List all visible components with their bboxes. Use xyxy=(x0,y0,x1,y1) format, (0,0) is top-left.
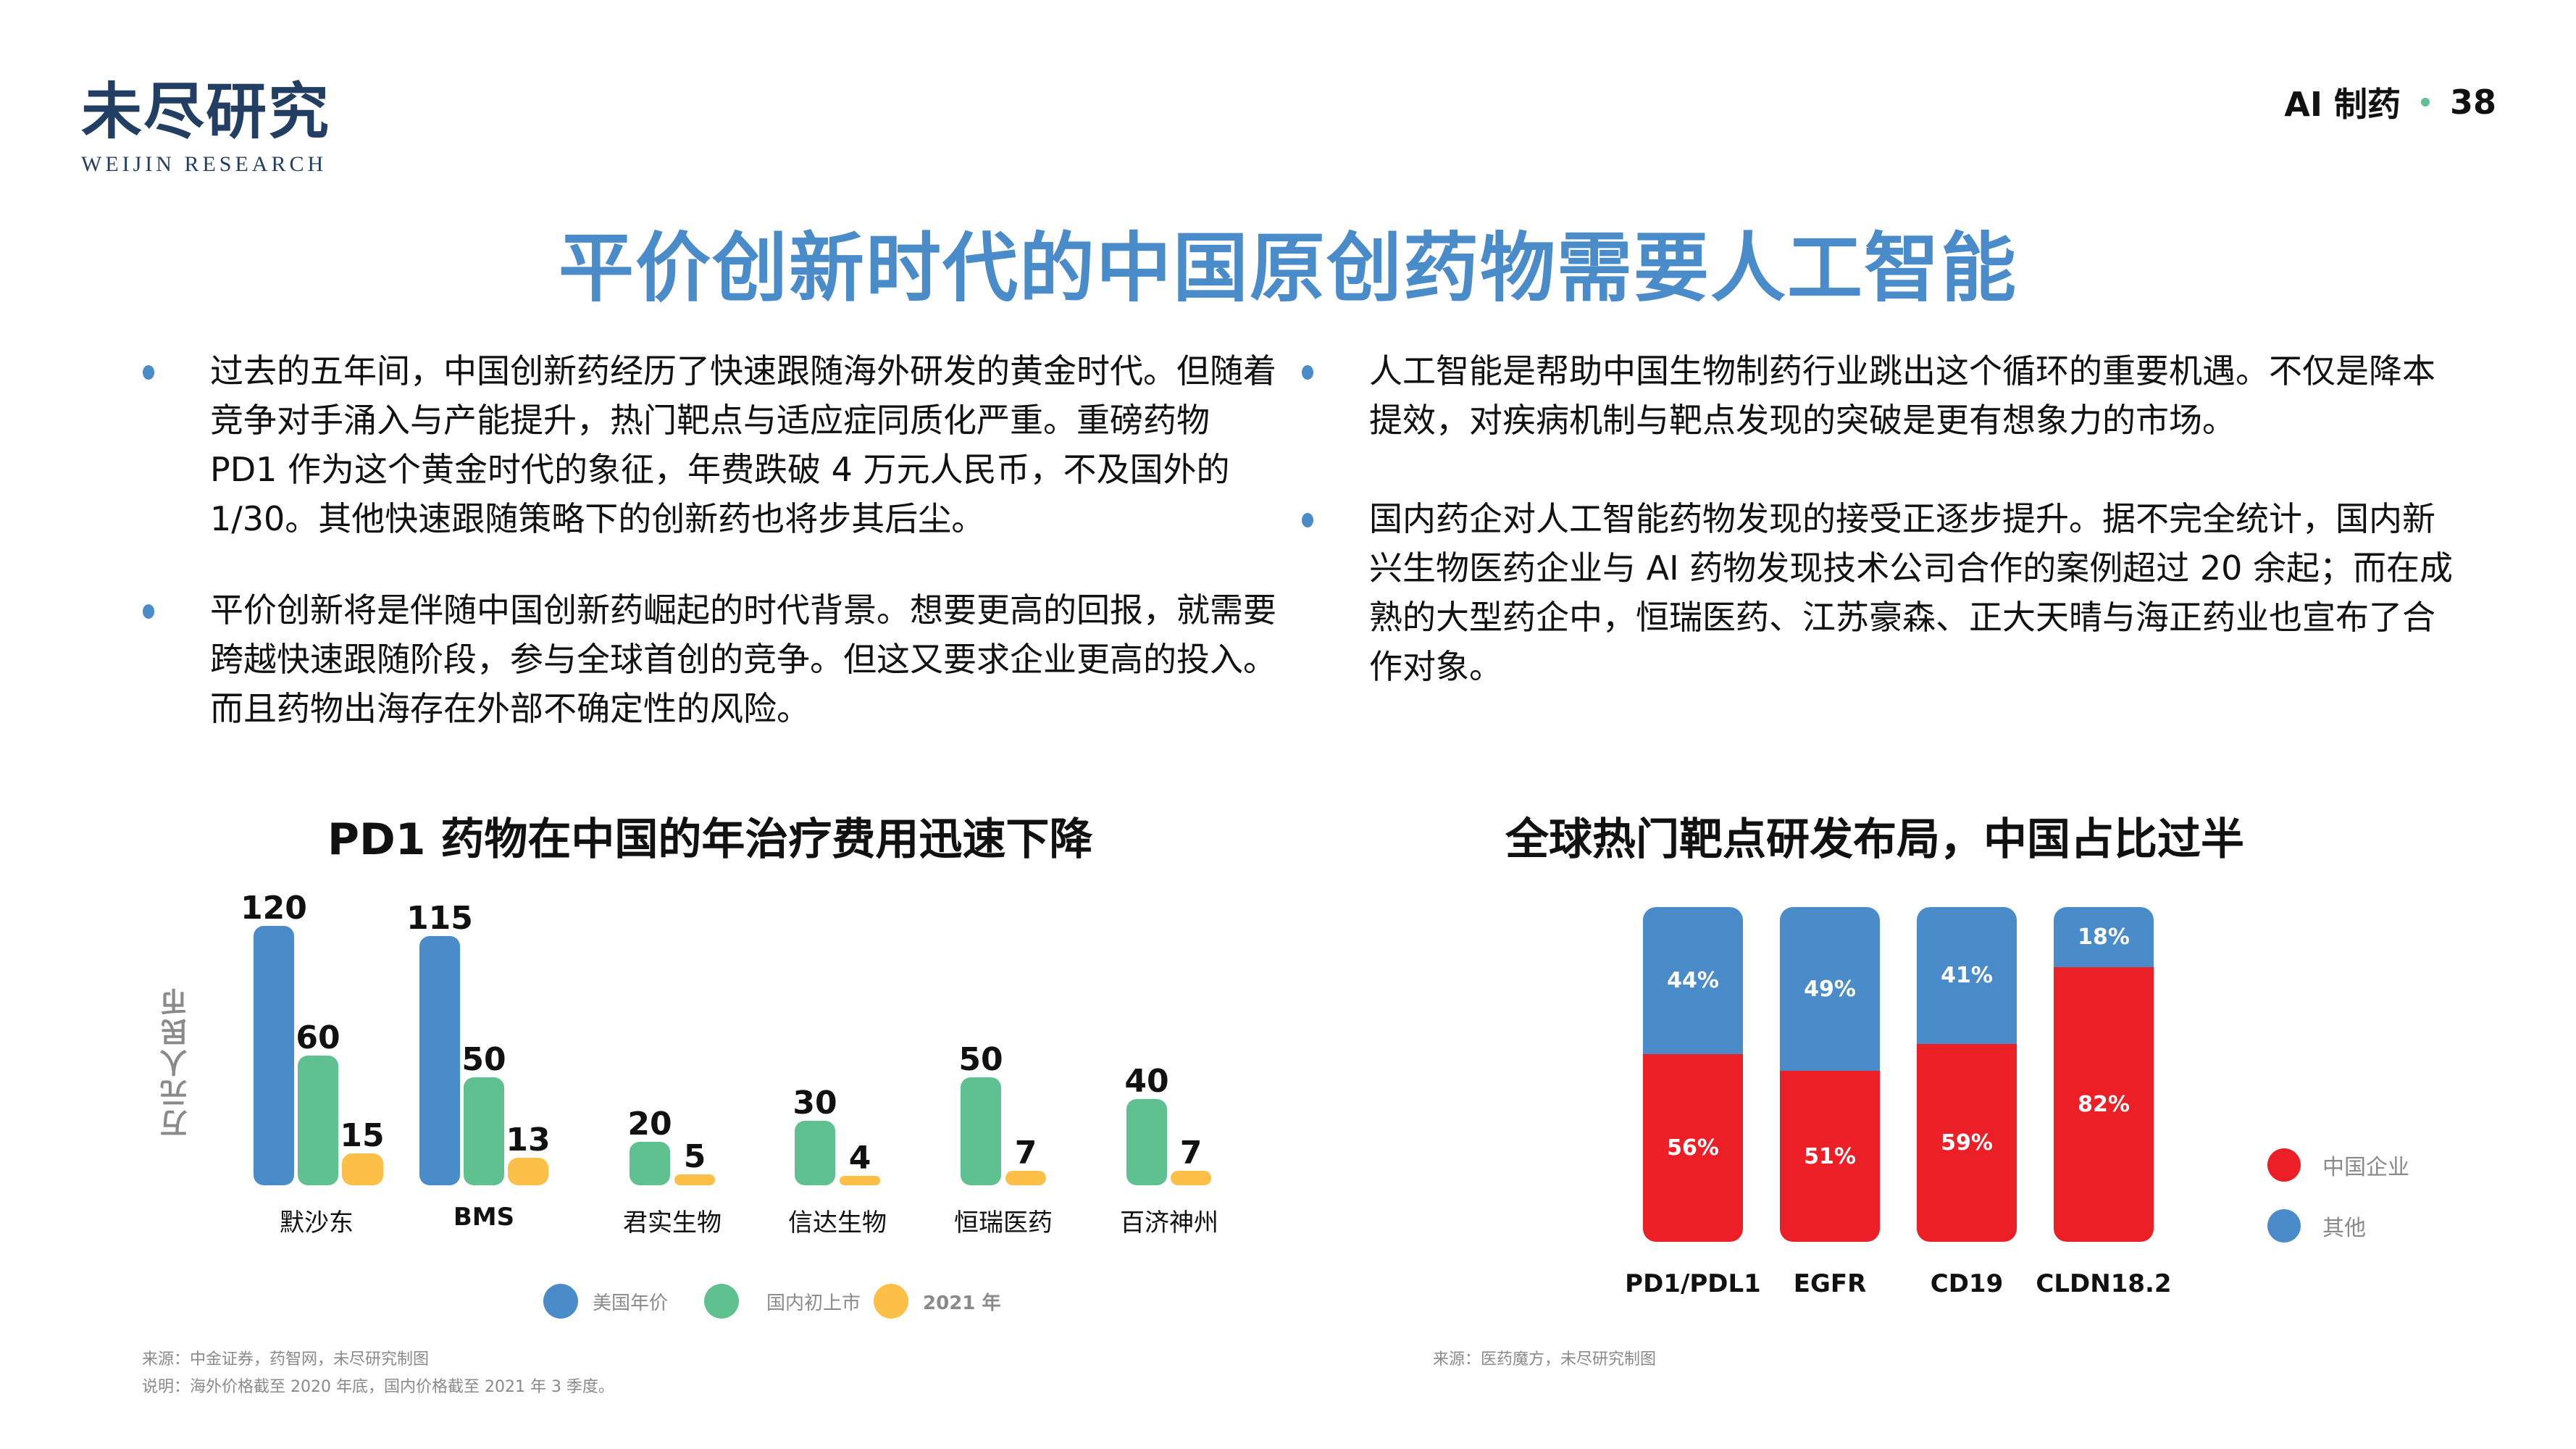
bar-value: 50 xyxy=(461,1041,506,1078)
bar-value: 7 xyxy=(1014,1135,1037,1172)
bar-2021 xyxy=(840,1176,880,1185)
bullet-item: 国内药企对人工智能药物发现的接受正逐步提升。据不完全统计，国内新兴生物医药企业与… xyxy=(1300,494,2459,691)
bar-value: 50 xyxy=(958,1041,1003,1078)
stacked-bar-cldn18-2: 18% 82% xyxy=(2054,907,2154,1242)
separator-dot-icon xyxy=(2420,98,2430,107)
segment-china: 82% xyxy=(2054,967,2154,1242)
target-label: CD19 xyxy=(1930,1269,2004,1298)
legend-item-other: 其他 xyxy=(2267,1209,2409,1243)
stacked-bar-egfr: 49% 51% xyxy=(1780,907,1880,1242)
category-label: 恒瑞医药 xyxy=(954,1208,1053,1237)
bar-value: 60 xyxy=(296,1019,340,1056)
category-label: 君实生物 xyxy=(623,1208,722,1237)
legend-swatch-icon xyxy=(874,1284,909,1319)
segment-china: 59% xyxy=(1917,1044,2017,1242)
bar-value: 5 xyxy=(683,1138,706,1175)
category-label: 信达生物 xyxy=(788,1208,887,1237)
source-note-right: 来源：医药魔方，未尽研究制图 xyxy=(1433,1350,1657,1369)
page-number: 38 xyxy=(2449,83,2496,122)
bar-domestic-launch xyxy=(464,1077,504,1185)
segment-other: 41% xyxy=(1917,907,2017,1045)
chart-title-pd1: PD1 药物在中国的年治疗费用迅速下降 xyxy=(327,814,1093,865)
legend-item-china: 中国企业 xyxy=(2267,1148,2409,1182)
bar-2021 xyxy=(1005,1171,1046,1185)
bar-domestic-launch xyxy=(1126,1099,1167,1185)
bar-2021 xyxy=(342,1153,383,1185)
bar-2021 xyxy=(674,1174,715,1185)
logo: 未尽研究 WEIJIN RESEARCH xyxy=(81,81,342,177)
bar-value: 30 xyxy=(793,1085,837,1122)
source-note-left: 来源：中金证券，药智网，未尽研究制图 说明：海外价格截至 2020 年底，国内价… xyxy=(142,1350,614,1396)
legend-swatch-icon xyxy=(543,1284,578,1319)
bullet-item: 人工智能是帮助中国生物制药行业跳出这个循环的重要机遇。不仅是降本提效，对疾病机制… xyxy=(1300,346,2459,445)
bar-value: 15 xyxy=(340,1117,385,1154)
segment-china: 51% xyxy=(1780,1071,1880,1242)
segment-other: 44% xyxy=(1643,907,1743,1055)
segment-china: 56% xyxy=(1643,1054,1743,1242)
bullet-item: 过去的五年间，中国创新药经历了快速跟随海外研发的黄金时代。但随着竞争对手涌入与产… xyxy=(141,346,1286,543)
bar-value: 4 xyxy=(848,1140,871,1177)
page-title: 平价创新时代的中国原创药物需要人工智能 xyxy=(558,224,2017,312)
category-label: 默沙东 xyxy=(280,1208,354,1237)
category-label: BMS xyxy=(453,1203,515,1232)
page-tag: AI 制药 38 xyxy=(2284,78,2496,126)
bar-value: 120 xyxy=(241,890,307,927)
stacked-bar-cd19: 41% 59% xyxy=(1917,907,2017,1242)
legend-item-2021: 2021 年 xyxy=(874,1284,1000,1319)
target-label: PD1/PDL1 xyxy=(1625,1269,1761,1298)
bar-domestic-launch xyxy=(630,1142,670,1185)
bar-2021 xyxy=(1171,1171,1211,1185)
bar-domestic-launch xyxy=(298,1056,338,1185)
bar-2021 xyxy=(508,1158,548,1185)
legend-swatch-icon xyxy=(2267,1148,2301,1182)
chart-legend-targets: 中国企业 其他 xyxy=(2267,1148,2409,1270)
bar-value: 40 xyxy=(1124,1063,1169,1100)
legend-swatch-icon xyxy=(704,1284,740,1319)
legend-swatch-icon xyxy=(2267,1209,2301,1243)
bar-value: 7 xyxy=(1179,1135,1203,1172)
bar-value: 13 xyxy=(506,1122,551,1158)
bar-us-price xyxy=(419,936,460,1185)
category-label: 百济神州 xyxy=(1120,1208,1218,1237)
bullets-left: 过去的五年间，中国创新药经历了快速跟随海外研发的黄金时代。但随着竞争对手涌入与产… xyxy=(141,346,1286,775)
bar-domestic-launch xyxy=(795,1121,835,1185)
logo-chinese: 未尽研究 xyxy=(81,75,331,147)
chart-legend-pd1: 美国年价 国内初上市 2021 年 xyxy=(543,1284,1000,1319)
bullet-item: 平价创新将是伴随中国创新药崛起的时代背景。想要更高的回报，就需要跨越快速跟随阶段… xyxy=(141,585,1286,733)
bullets-right: 人工智能是帮助中国生物制药行业跳出这个循环的重要机遇。不仅是降本提效，对疾病机制… xyxy=(1300,346,2459,733)
segment-other: 18% xyxy=(2054,907,2154,968)
legend-item-domestic-launch: 国内初上市 xyxy=(704,1284,861,1319)
chart-title-targets: 全球热门靶点研发布局，中国占比过半 xyxy=(1505,814,2244,865)
target-label: EGFR xyxy=(1793,1269,1867,1298)
bar-domestic-launch xyxy=(961,1077,1001,1185)
target-label: CLDN18.2 xyxy=(2036,1269,2172,1298)
bar-value: 20 xyxy=(627,1106,672,1143)
logo-english: WEIJIN RESEARCH xyxy=(81,152,327,176)
stacked-bar-pd1-pdl1: 44% 56% xyxy=(1643,907,1743,1242)
segment-other: 49% xyxy=(1780,907,1880,1072)
legend-item-us-price: 美国年价 xyxy=(543,1284,668,1319)
section-label: AI 制药 xyxy=(2284,85,2401,124)
bar-value: 115 xyxy=(406,900,473,937)
y-axis-label: 万元人民币 xyxy=(160,985,192,1137)
bar-us-price xyxy=(254,926,294,1185)
